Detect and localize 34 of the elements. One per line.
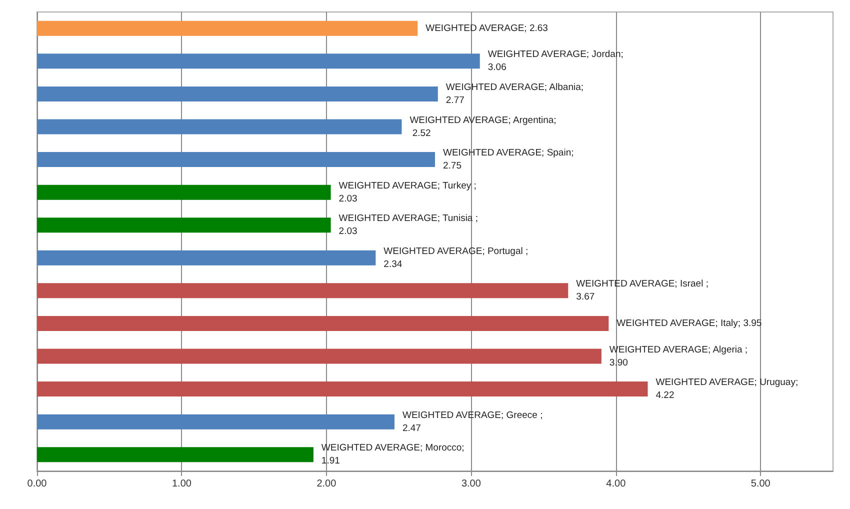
bar: [37, 348, 602, 364]
data-label: WEIGHTED AVERAGE; Jordan; 3.06: [488, 49, 626, 74]
data-label: WEIGHTED AVERAGE; Tunisia ; 2.03: [338, 213, 481, 238]
x-tick-label: 5.00: [750, 478, 771, 490]
data-label: WEIGHTED AVERAGE; Argentina; 2.52: [410, 114, 556, 139]
x-tick-label: 1.00: [172, 478, 192, 490]
bar: [37, 86, 438, 102]
data-label: WEIGHTED AVERAGE; Uruguay; 4.22: [656, 377, 801, 402]
x-tick-label: 0.00: [27, 478, 48, 490]
x-tick-label: 2.00: [316, 478, 337, 490]
data-label: WEIGHTED AVERAGE; Portugal ; 2.34: [384, 246, 531, 270]
bar: [37, 184, 331, 200]
bar: [37, 152, 435, 168]
data-label: WEIGHTED AVERAGE; Israel ; 3.67: [576, 278, 712, 303]
bar: [37, 250, 376, 266]
data-label: WEIGHTED AVERAGE; Morocco; 1.91: [321, 442, 467, 467]
data-label: WEIGHTED AVERAGE; Turkey ; 2.03: [338, 180, 480, 204]
x-tick-label: 4.00: [606, 478, 626, 490]
data-label: WEIGHTED AVERAGE; Algeria ; 3.90: [609, 344, 750, 368]
bar: [37, 283, 568, 298]
bar: [37, 447, 314, 462]
bar: [37, 218, 331, 233]
bar: [37, 119, 402, 134]
data-label: WEIGHTED AVERAGE; Spain; 2.75: [443, 148, 576, 172]
data-label: WEIGHTED AVERAGE; Italy; 3.95: [616, 318, 762, 329]
bar: [37, 54, 480, 69]
bar: [37, 20, 418, 36]
data-label: WEIGHTED AVERAGE; Albania; 2.77: [446, 82, 586, 106]
data-label: WEIGHTED AVERAGE; 2.63: [426, 22, 548, 34]
bar: [37, 316, 609, 331]
bar: [37, 382, 648, 397]
x-tick-label: 3.00: [461, 478, 482, 490]
bar: [37, 414, 394, 430]
data-label: WEIGHTED AVERAGE; Greece ; 2.47: [402, 410, 546, 434]
